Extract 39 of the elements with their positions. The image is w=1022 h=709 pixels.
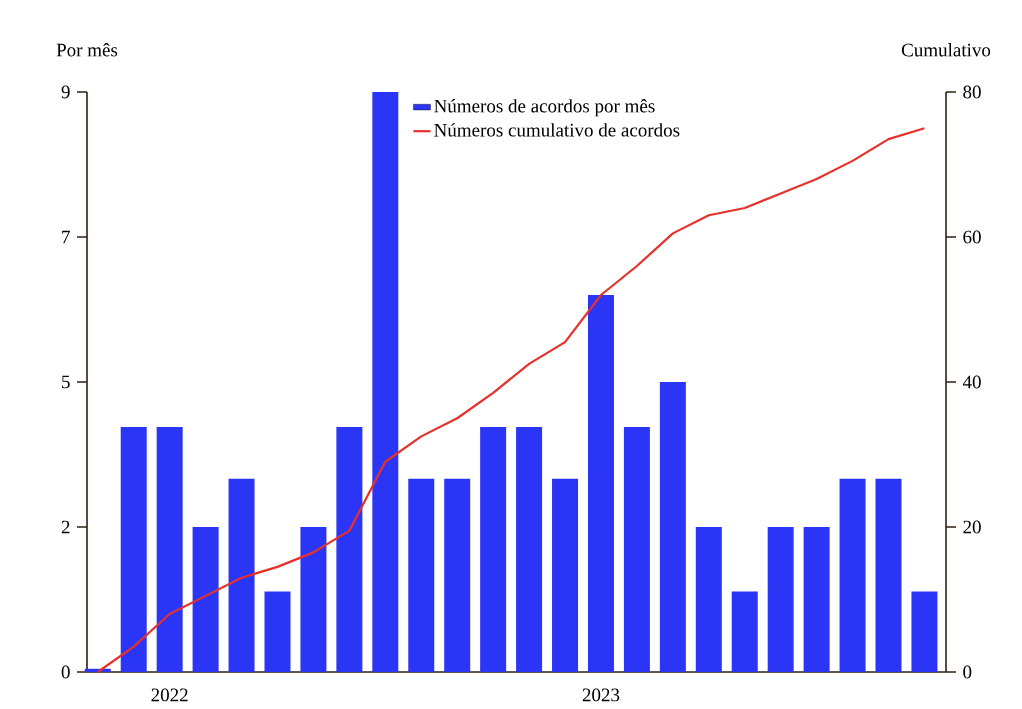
bar — [767, 527, 794, 672]
x-tick-label: 2022 — [151, 688, 188, 702]
bar — [300, 527, 327, 672]
bar — [839, 478, 866, 672]
y2-tick-label: 60 — [963, 230, 981, 244]
bar — [695, 527, 722, 672]
y2-axis-title: Cumulativo — [901, 43, 991, 57]
bar — [336, 427, 363, 672]
bar — [587, 295, 614, 672]
bar — [659, 382, 686, 672]
y2-tick-label: 20 — [963, 520, 981, 534]
bar — [552, 478, 579, 672]
y-tick-label: 7 — [62, 230, 70, 244]
bar — [480, 427, 507, 672]
y-tick-label: 2 — [61, 520, 70, 534]
y-axis-title: Por mês — [56, 43, 118, 57]
bar — [444, 478, 471, 672]
bar — [192, 527, 219, 672]
bar — [623, 427, 650, 672]
bar — [120, 427, 147, 672]
x-tick-label: 2023 — [582, 688, 620, 702]
bar — [731, 591, 758, 672]
y-tick-label: 9 — [61, 85, 70, 99]
y-tick-label: 5 — [62, 375, 70, 389]
legend-label: Números cumulativo de acordos — [434, 123, 680, 137]
y-tick-label: 0 — [61, 665, 70, 679]
bar — [803, 527, 830, 672]
y2-tick-label: 80 — [963, 85, 981, 99]
bar — [156, 427, 183, 672]
bar — [264, 591, 291, 672]
y2-tick-label: 40 — [962, 375, 981, 389]
legend-label: Números de acordos por mês — [434, 99, 655, 117]
bar — [228, 478, 255, 672]
bar — [408, 478, 435, 672]
bar — [875, 478, 902, 672]
bar — [372, 92, 399, 672]
bar — [911, 591, 938, 672]
bar — [516, 427, 543, 672]
y2-tick-label: 0 — [963, 665, 972, 679]
